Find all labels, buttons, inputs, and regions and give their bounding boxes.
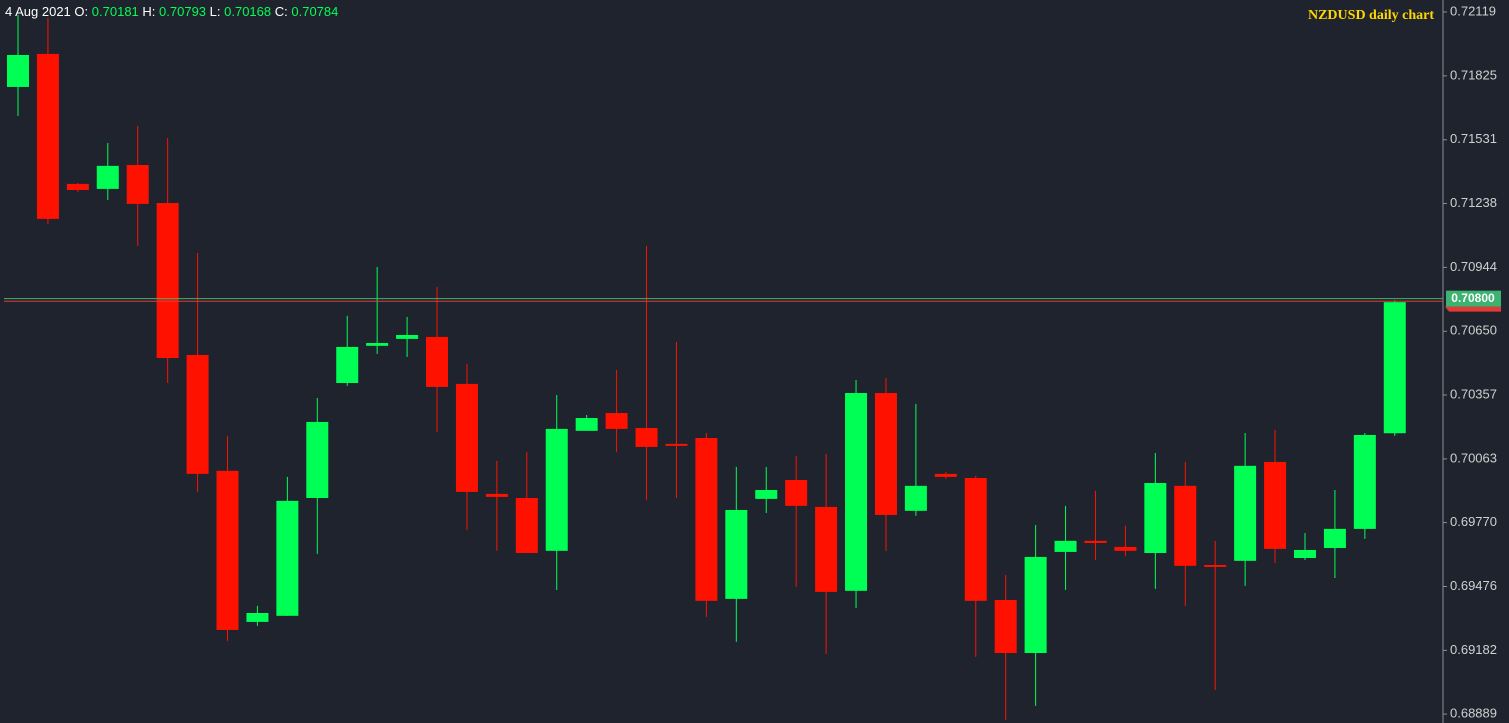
candle-body <box>785 479 808 506</box>
candle-body <box>665 443 688 446</box>
candle-body <box>545 428 568 551</box>
candle-body <box>1174 485 1197 566</box>
candle-body <box>904 485 927 511</box>
candle-body <box>66 183 89 190</box>
price-label-box <box>1446 290 1501 307</box>
y-tick-label: 0.70944 <box>1450 259 1497 274</box>
candle-body <box>874 393 897 515</box>
candle-body <box>815 506 838 592</box>
candle-body <box>1144 483 1167 554</box>
candle-body <box>755 489 778 499</box>
candle-body <box>515 498 538 554</box>
candle-body <box>635 428 658 447</box>
info-value: 0.70793 <box>159 4 207 19</box>
candle-body <box>934 473 957 477</box>
candle-body <box>725 509 748 599</box>
candle-body <box>1234 465 1257 561</box>
info-date: 4 Aug 2021 <box>5 4 71 19</box>
candle-body <box>126 164 149 204</box>
candle-body <box>1264 461 1287 549</box>
y-tick-label: 0.69182 <box>1450 642 1497 657</box>
candle-body <box>306 421 329 499</box>
candle-body <box>366 343 389 346</box>
info-label: L: <box>209 4 221 19</box>
candle-body <box>455 383 478 492</box>
candle-body <box>396 334 419 339</box>
candle-body <box>276 500 299 616</box>
candle-body <box>156 203 179 359</box>
y-tick-label: 0.69770 <box>1450 514 1497 529</box>
candle-body <box>845 393 868 591</box>
candle-body <box>1323 528 1346 549</box>
candle-body <box>216 470 239 630</box>
candle-body <box>1383 302 1406 434</box>
candle-body <box>1114 546 1137 551</box>
candle-body <box>336 346 359 384</box>
candle-body <box>964 478 987 601</box>
candle-body <box>36 53 59 219</box>
candle-body <box>1204 564 1227 567</box>
price-label: 0.70800 <box>1451 291 1495 305</box>
info-value: 0.70181 <box>91 4 139 19</box>
y-tick-label: 0.70357 <box>1450 386 1497 401</box>
candle-body <box>1293 549 1316 559</box>
y-tick-label: 0.71238 <box>1450 195 1497 210</box>
candle-body <box>485 493 508 497</box>
candle-body <box>1084 540 1107 544</box>
candle-body <box>246 613 269 622</box>
y-tick-label: 0.72119 <box>1450 3 1496 18</box>
candle-body <box>575 418 598 431</box>
chart-title: NZDUSD daily chart <box>1308 8 1434 23</box>
info-label: O: <box>74 4 89 19</box>
candle-body <box>7 54 29 87</box>
candle-body <box>1054 540 1077 552</box>
y-tick-label: 0.69476 <box>1450 578 1497 593</box>
y-tick-label: 0.68889 <box>1450 706 1497 721</box>
candle-body <box>96 165 119 189</box>
info-value: 0.70168 <box>224 4 272 19</box>
candle-body <box>994 599 1017 654</box>
info-label: C: <box>274 4 288 19</box>
ohlc-info: 4 Aug 2021 O: 0.70181 H: 0.70793 L: 0.70… <box>5 4 338 19</box>
info-label: H: <box>142 4 156 19</box>
price-label-pointer <box>1445 306 1501 312</box>
candle-body <box>186 354 209 474</box>
y-tick-label: 0.70063 <box>1450 450 1497 465</box>
candle-body <box>1024 556 1047 654</box>
info-value: 0.70784 <box>291 4 339 19</box>
y-tick-label: 0.71531 <box>1450 131 1497 146</box>
y-tick-label: 0.70650 <box>1450 323 1497 338</box>
y-tick-label: 0.71825 <box>1450 67 1497 82</box>
candle-body <box>695 438 718 601</box>
candle-body <box>605 413 628 429</box>
candle-body <box>1353 434 1376 529</box>
candle-body <box>426 336 449 387</box>
